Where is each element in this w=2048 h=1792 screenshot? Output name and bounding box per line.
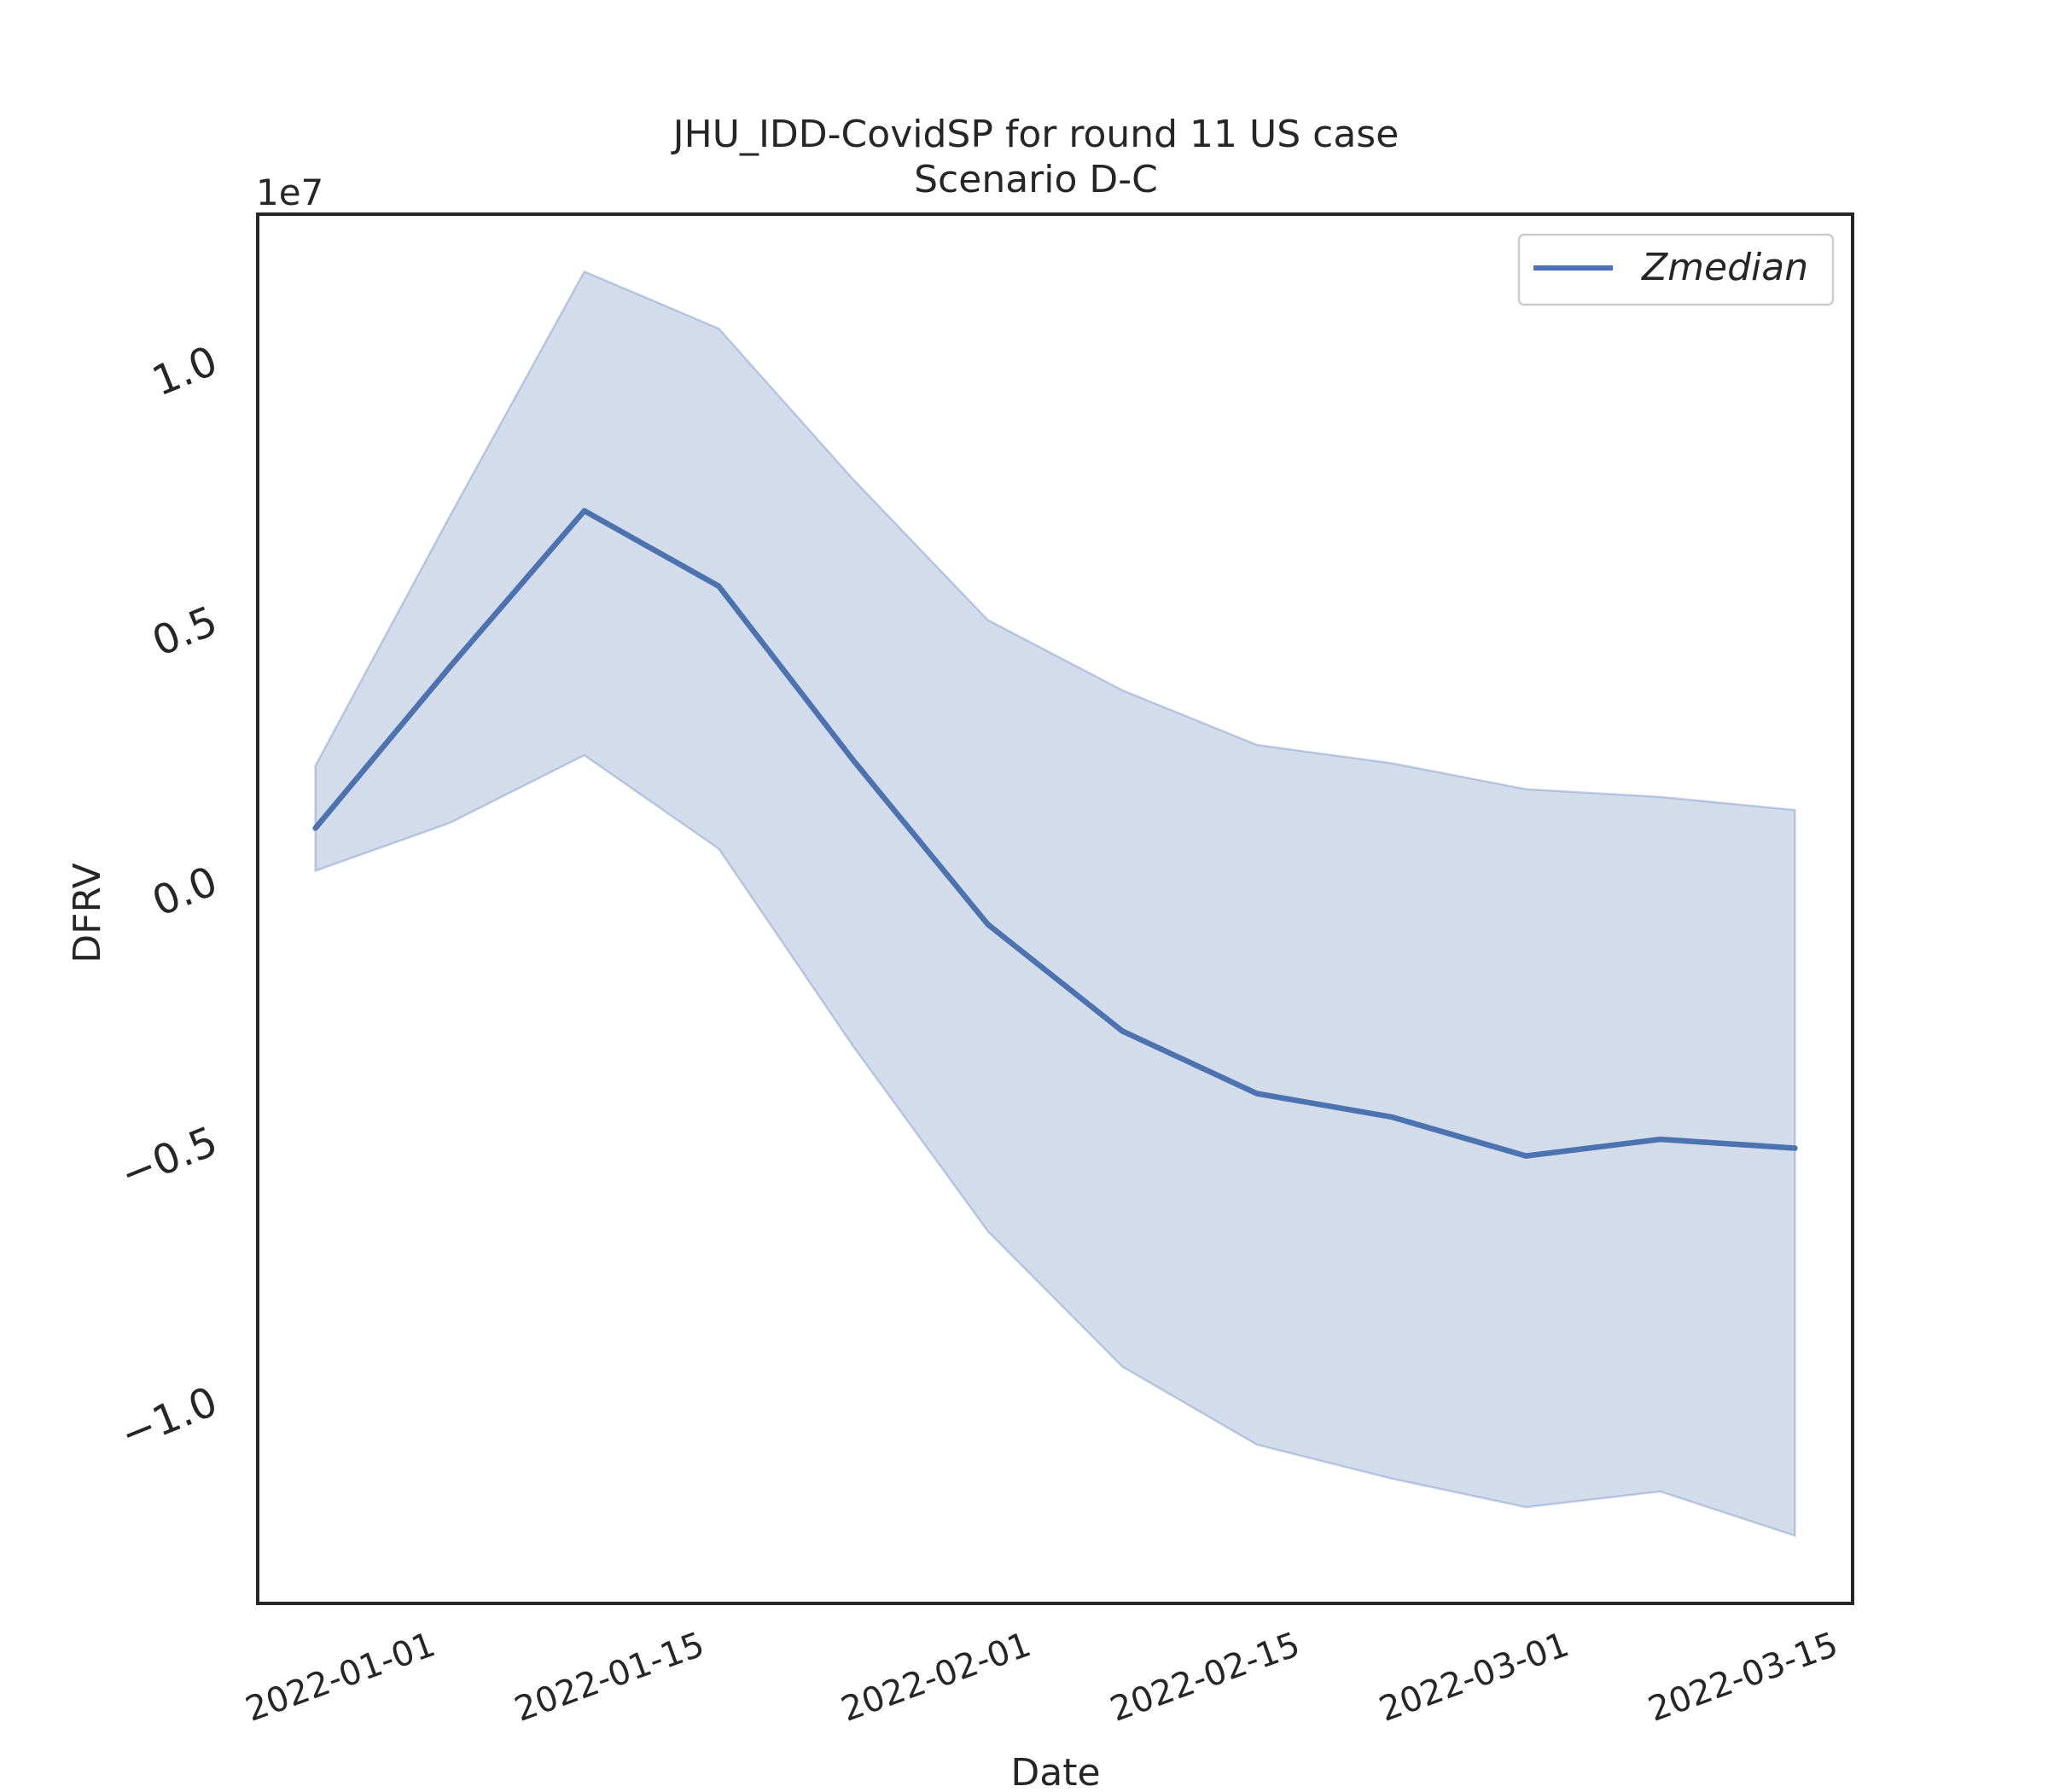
y-offset-label: 1e7	[256, 172, 323, 213]
series-line-layer	[312, 508, 1798, 1159]
confidence-band-layer	[314, 270, 1796, 1538]
chart-title: JHU_IDD-CovidSP for round 11 US case	[671, 113, 1399, 156]
y-axis-label: DFRV	[66, 863, 109, 963]
plot-frame	[256, 212, 1854, 1605]
legend-label-zmedian: Zmedian	[1641, 246, 1808, 289]
confidence-band-zmedian	[314, 270, 1796, 1538]
series-line-zmedian	[312, 508, 1798, 1159]
legend: Zmedian	[1517, 233, 1835, 306]
legend-box	[1517, 233, 1835, 306]
x-axis-label: Date	[1010, 1751, 1100, 1792]
chart-subtitle: Scenario D-C	[914, 158, 1158, 201]
